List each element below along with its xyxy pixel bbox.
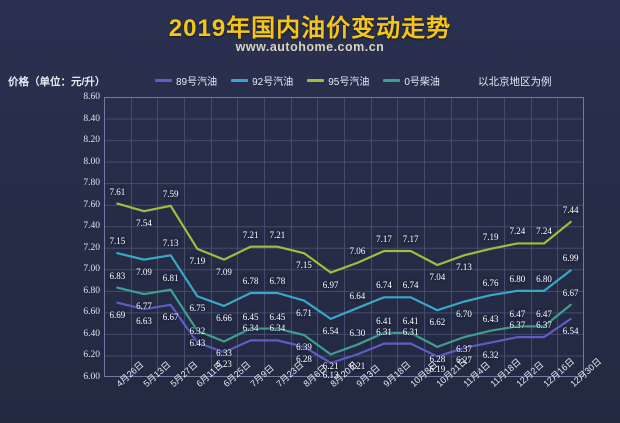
- line-swatch-icon: [307, 79, 325, 82]
- legend-item-label: 92号汽油: [252, 77, 294, 88]
- line-swatch-icon: [155, 79, 172, 82]
- series-line-2[interactable]: [116, 286, 572, 356]
- y-axis-tick-3: 8.00: [83, 156, 100, 167]
- y-axis-tick-5: 7.60: [83, 199, 100, 210]
- legend-item-0[interactable]: 89号汽油: [155, 73, 217, 88]
- source-watermark: www.autohome.com.cn: [235, 40, 385, 54]
- legend-item-label: 95号汽油: [328, 77, 370, 88]
- y-axis-tick-13: 6.00: [83, 372, 100, 382]
- y-axis-tick-1: 8.40: [83, 113, 100, 124]
- line-swatch-icon: [383, 79, 401, 82]
- plot-frame: [104, 97, 584, 377]
- legend-item-label: 0号柴油: [404, 77, 440, 88]
- chart-plot-area: 7.61 7.54 7.59 7.19 7.09 7.21 7.21 7.15 6.97 7.06…: [104, 97, 584, 380]
- chart-svg: [104, 97, 584, 377]
- y-axis-tick-4: 7.80: [83, 178, 100, 189]
- y-axis-labels: 8.60 8.40 8.20 8.00 7.80 7.60 7.40 7.20 7.00 6.80…: [62, 92, 100, 382]
- y-axis-tick-7: 7.20: [83, 242, 100, 253]
- chart-legend: 89号汽油 92号汽油 95号汽油 0号柴油: [155, 73, 440, 88]
- y-axis-tick-10: 6.60: [83, 307, 100, 318]
- y-axis-unit-label: 价格（单位：元/升）: [8, 76, 106, 88]
- x-axis-labels: 4月26日 5月13日 5月27日 6月11日 6月25日 7月9日 7月23日 8月6日 8月…: [104, 356, 603, 422]
- region-note: 以北京地区为例: [478, 76, 552, 88]
- legend-item-1[interactable]: 92号汽油: [231, 73, 293, 88]
- series-line-3[interactable]: [116, 301, 572, 365]
- series-line-1[interactable]: [116, 252, 572, 320]
- page-title: 2019年国内油价变动走势: [168, 15, 452, 42]
- y-axis-tick-6: 7.40: [83, 221, 100, 232]
- legend-item-label: 89号汽油: [176, 77, 218, 88]
- y-axis-tick-9: 6.80: [83, 285, 100, 296]
- y-axis-tick-11: 6.40: [83, 328, 100, 339]
- y-axis-tick-0: 8.60: [83, 92, 100, 102]
- y-axis-tick-12: 6.20: [83, 350, 100, 361]
- line-swatch-icon: [231, 79, 249, 82]
- y-axis-tick-8: 7.00: [83, 264, 100, 275]
- legend-item-2[interactable]: 95号汽油: [307, 73, 369, 88]
- y-axis-tick-2: 8.20: [83, 135, 100, 146]
- legend-item-3[interactable]: 0号柴油: [383, 73, 440, 88]
- series-line-0[interactable]: [116, 202, 572, 274]
